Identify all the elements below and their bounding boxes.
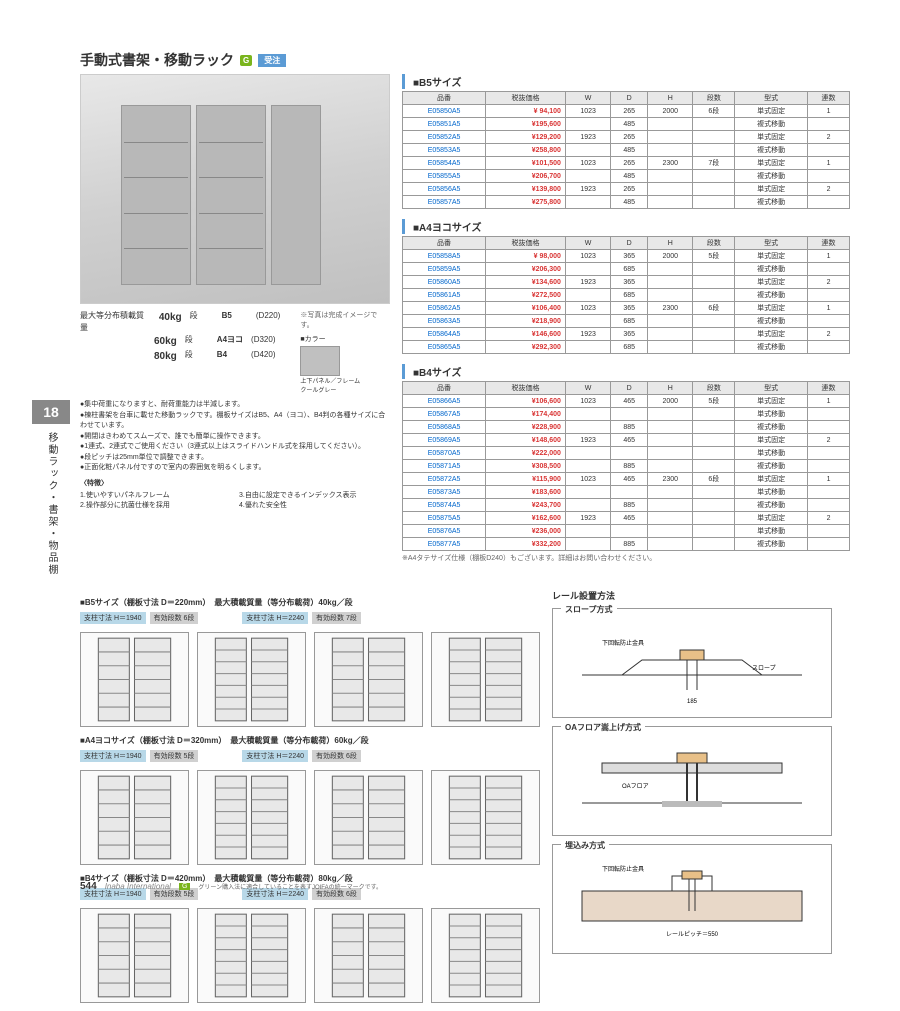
green-badge: G [240,55,252,66]
tab-label: 移動ラック・書架・物品棚 [32,424,71,584]
order-badge: 受注 [258,54,286,67]
rail-embed: 埋込み方式 レールピッチ＝550下回転防止金具 [552,844,832,954]
product-link[interactable]: E05865A5 [403,341,486,354]
product-link[interactable]: E05873A5 [403,486,486,499]
product-link[interactable]: E05870A5 [403,447,486,460]
product-link[interactable]: E05877A5 [403,538,486,551]
table-row: E05867A5¥174,400単式移動 [403,408,850,421]
dimension-diagram [80,908,189,1003]
product-link[interactable]: E05857A5 [403,196,486,209]
table-row: E05854A5¥101,500102326523007段単式固定1 [403,157,850,170]
product-link[interactable]: E05850A5 [403,105,486,118]
table-row: E05865A5¥292,300685複式移動 [403,341,850,354]
svg-text:185: 185 [687,699,698,705]
svg-text:レールピッチ＝550: レールピッチ＝550 [666,931,719,938]
dimension-diagram [431,908,540,1003]
table-b4: ■B4サイズ 品番税抜価格WDH段数型式連数E05866A5¥106,60010… [402,364,850,563]
table-row: E05864A5¥146,6001923365単式固定2 [403,328,850,341]
dimension-diagram [314,908,423,1003]
product-link[interactable]: E05858A5 [403,250,486,263]
table-row: E05869A5¥148,6001923465単式固定2 [403,434,850,447]
product-link[interactable]: E05855A5 [403,170,486,183]
dimension-diagram [197,770,306,865]
color-swatch-block: ※写真は完成イメージです。 ■カラー 上下パネル／フレーム クールグレー [300,310,390,394]
table-row: E05866A5¥106,600102346520005段単式固定1 [403,395,850,408]
table-row: E05857A5¥275,800485複式移動 [403,196,850,209]
product-link[interactable]: E05860A5 [403,276,486,289]
rail-slope: スロープ方式 下回転防止金具スロープ185 [552,608,832,718]
footer-note: グリーン購入法に適合していることを表すJOIFAの統一マークです。 [198,882,382,891]
dimension-diagram [431,632,540,727]
dimension-diagram [80,632,189,727]
table-row: E05860A5¥134,6001923365単式固定2 [403,276,850,289]
svg-text:下回転防止金具: 下回転防止金具 [602,865,644,873]
product-link[interactable]: E05853A5 [403,144,486,157]
table-row: E05850A5¥ 94,100102326520006段単式固定1 [403,105,850,118]
table-row: E05862A5¥106,400102336523006段単式固定1 [403,302,850,315]
rail-oa-floor: OAフロア嵩上げ方式 OAフロア [552,726,832,836]
product-link[interactable]: E05869A5 [403,434,486,447]
dimension-diagram [314,632,423,727]
rail-methods: レール設置方法 スロープ方式 下回転防止金具スロープ185 OAフロア嵩上げ方式… [552,589,832,1011]
table-row: E05875A5¥162,6001923465単式固定2 [403,512,850,525]
table-row: E05855A5¥206,700485複式移動 [403,170,850,183]
product-link[interactable]: E05863A5 [403,315,486,328]
product-link[interactable]: E05856A5 [403,183,486,196]
tab-number: 18 [32,400,70,424]
dimension-diagram [80,770,189,865]
table-a4: ■A4ヨコサイズ 品番税抜価格WDH段数型式連数E05858A5¥ 98,000… [402,219,850,354]
page-footer: 544 Inaba International G グリーン購入法に適合している… [80,881,382,892]
product-link[interactable]: E05866A5 [403,395,486,408]
table-row: E05851A5¥195,600485複式移動 [403,118,850,131]
table-row: E05858A5¥ 98,000102336520005段単式固定1 [403,250,850,263]
product-link[interactable]: E05864A5 [403,328,486,341]
table-row: E05877A5¥332,200885複式移動 [403,538,850,551]
section-tab: 18 移動ラック・書架・物品棚 [32,400,70,584]
table-row: E05876A5¥236,000単式移動 [403,525,850,538]
table-row: E05856A5¥139,8001923265単式固定2 [403,183,850,196]
product-link[interactable]: E05852A5 [403,131,486,144]
dimension-diagram [431,770,540,865]
product-link[interactable]: E05876A5 [403,525,486,538]
load-specs: 最大等分布積載質量 40kg段 B5 (D220) 60kg段 A4ヨコ(D32… [80,310,280,388]
table-row: E05871A5¥308,500885複式移動 [403,460,850,473]
brand-name: Inaba International [105,882,171,891]
table-row: E05859A5¥206,300685複式移動 [403,263,850,276]
green-badge-footer: G [179,883,190,890]
dimension-diagram [197,632,306,727]
color-swatch [300,346,340,376]
table-row: E05873A5¥183,600単式移動 [403,486,850,499]
product-link[interactable]: E05851A5 [403,118,486,131]
svg-text:下回転防止金具: 下回転防止金具 [602,639,644,647]
product-link[interactable]: E05862A5 [403,302,486,315]
table-row: E05861A5¥272,500685複式移動 [403,289,850,302]
table-row: E05868A5¥228,900885複式移動 [403,421,850,434]
dimension-diagrams: ■B5サイズ（棚板寸法 D＝220mm） 最大積載質量（等分布載荷）40kg／段… [80,589,540,1011]
product-link[interactable]: E05861A5 [403,289,486,302]
bullet-list: ●集中荷重になりますと、耐荷重能力は半減します。 ●棟柱書架を台車に載せた移動ラ… [80,400,390,474]
product-link[interactable]: E05874A5 [403,499,486,512]
product-link[interactable]: E05872A5 [403,473,486,486]
table-row: E05852A5¥129,2001923265単式固定2 [403,131,850,144]
features: 〈特徴〉 1.使いやすいパネルフレーム 3.自由に設定できるインデックス表示 2… [80,478,390,510]
table-b5: ■B5サイズ 品番税抜価格WDH段数型式連数E05850A5¥ 94,10010… [402,74,850,209]
table-row: E05870A5¥222,000単式移動 [403,447,850,460]
table-row: E05853A5¥258,800485複式移動 [403,144,850,157]
product-link[interactable]: E05854A5 [403,157,486,170]
product-link[interactable]: E05859A5 [403,263,486,276]
product-link[interactable]: E05868A5 [403,421,486,434]
table-row: E05872A5¥115,900102346523006段単式固定1 [403,473,850,486]
table-row: E05874A5¥243,700885複式移動 [403,499,850,512]
svg-text:スロープ: スロープ [752,665,776,672]
table-row: E05863A5¥218,900685複式移動 [403,315,850,328]
product-link[interactable]: E05867A5 [403,408,486,421]
dimension-diagram [197,908,306,1003]
product-link[interactable]: E05871A5 [403,460,486,473]
page-title: 手動式書架・移動ラック G 受注 [80,50,850,70]
svg-text:OAフロア: OAフロア [622,783,649,790]
dimension-diagram [314,770,423,865]
product-image [80,74,390,304]
product-link[interactable]: E05875A5 [403,512,486,525]
page-number: 544 [80,881,97,892]
